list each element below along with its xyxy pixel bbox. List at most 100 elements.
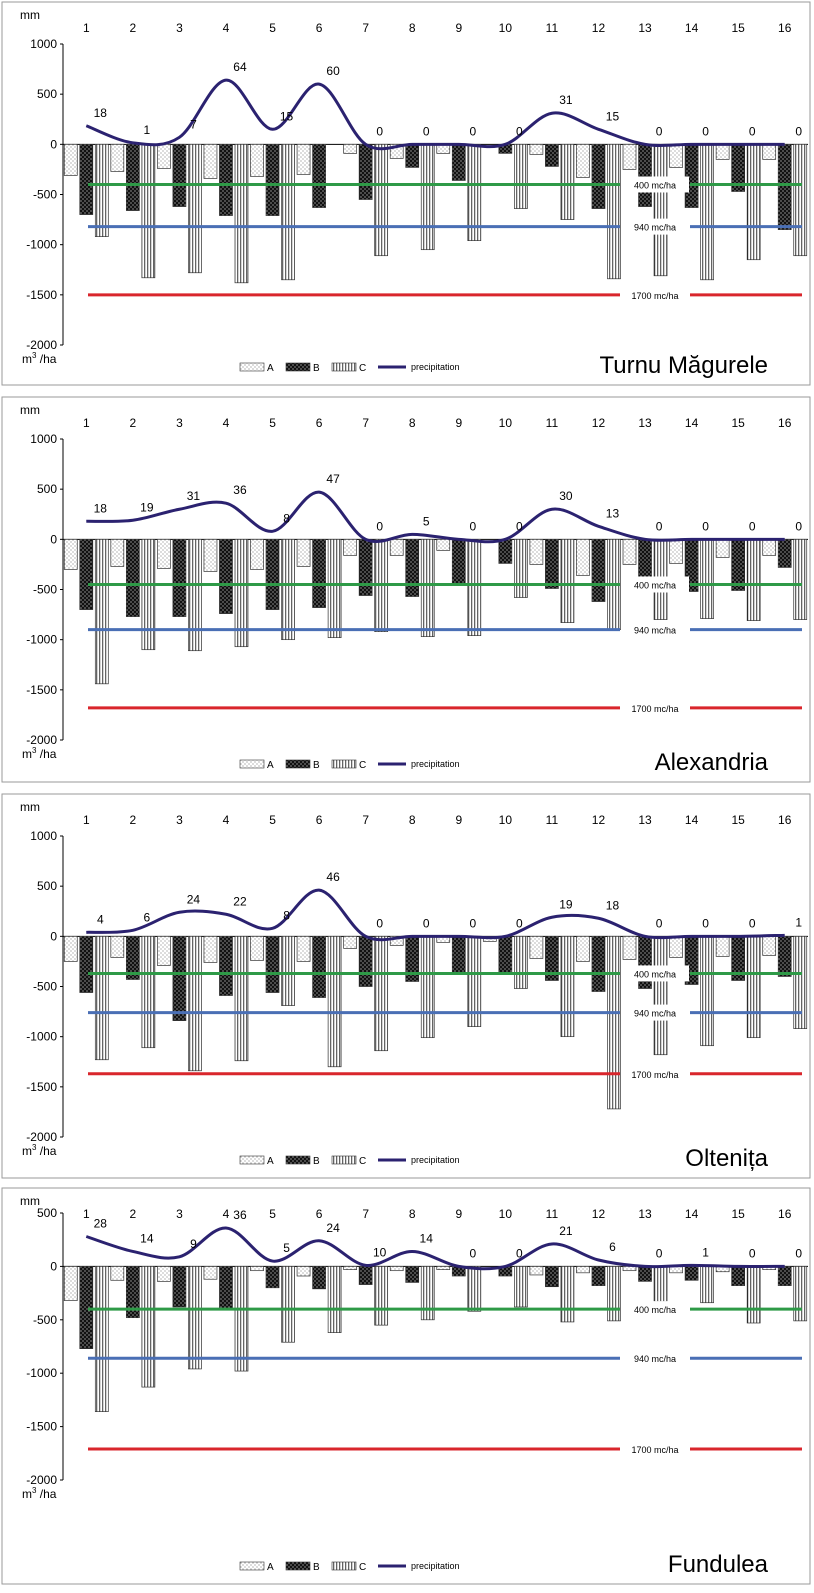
category-label: 9 [455,1207,462,1221]
y-axis-unit-bottom: m3 /ha [22,351,57,366]
threshold-label: 940 mc/ha [634,626,676,636]
category-label: 8 [409,813,416,827]
bar-b [172,143,187,207]
bar-b [219,1266,233,1310]
bar-c [327,538,342,639]
precipitation-label: 6 [609,1240,616,1254]
bar-b [358,1266,373,1285]
y-tick-label: -500 [33,1313,57,1327]
y-tick-label: 0 [50,929,57,943]
legend-label: precipitation [411,759,460,769]
precipitation-label: 0 [423,916,430,930]
category-label: 6 [316,21,323,35]
category-label: 5 [269,21,276,35]
y-tick-label: -2000 [26,338,57,352]
bar-c [420,538,435,638]
bar-c [234,935,249,1062]
precipitation-label: 0 [656,124,663,138]
precipitation-label: 8 [283,511,290,525]
category-label: 15 [731,813,745,827]
bar-a [576,143,590,178]
y-tick-label: 1000 [30,432,57,446]
bar-b [125,538,140,617]
y-tick-label: -2000 [26,1473,57,1487]
bar-a [762,538,777,556]
precipitation-label: 6 [144,910,151,924]
bar-a [63,935,78,962]
bar-b [312,143,326,208]
station-title: Oltenița [685,1145,768,1172]
threshold-label-bg [621,621,689,638]
category-label: 11 [546,21,559,35]
threshold-label-bg [621,286,689,303]
bar-a [203,1266,218,1280]
bar-b [777,1266,792,1286]
precipitation-label: 22 [233,894,247,908]
precipitation-label: 36 [233,1208,247,1222]
category-label: 6 [316,1207,323,1221]
bar-c [700,1266,714,1304]
category-label: 8 [409,21,416,35]
category-label: 5 [269,1207,276,1221]
bar-c [327,1266,342,1333]
legend-label: A [267,1562,274,1573]
bar-b [591,935,606,992]
bar-b [684,1266,699,1281]
threshold-label: 940 mc/ha [634,223,676,233]
bar-c [420,935,435,1039]
y-tick-label: -2000 [26,733,57,747]
bar-a [296,935,311,962]
bar-b [545,935,559,981]
category-label: 8 [409,1207,416,1221]
precipitation-label: 0 [516,124,523,138]
precipitation-label: 60 [326,64,340,78]
bar-c [141,1266,156,1388]
bar-b [545,143,559,167]
bar-b [265,1266,280,1289]
bar-c [281,538,295,641]
bar-a [157,1266,171,1282]
precipitation-label: 31 [187,489,201,503]
precipitation-label: 15 [606,109,620,123]
precipitation-label: 0 [516,916,523,930]
bar-c [281,143,295,281]
bar-a [622,935,637,960]
bar-c [467,538,482,637]
bar-b [312,538,326,608]
y-axis-unit-bottom: m3 /ha [22,1143,57,1158]
legend-swatch-b [285,1561,311,1571]
precipitation-label: 4 [97,912,104,926]
precipitation-label: 0 [516,1246,523,1260]
bar-b [358,935,373,987]
precipitation-label: 0 [656,916,663,930]
category-label: 1 [83,1207,90,1221]
category-label: 11 [546,1207,559,1221]
bar-a [343,1266,357,1270]
precipitation-label: 0 [469,519,476,533]
bar-a [389,1266,404,1272]
bar-c [514,935,528,989]
category-label: 16 [778,813,792,827]
y-tick-label: 500 [37,482,57,496]
bar-a [762,935,777,956]
bar-a [343,935,357,949]
legend-swatch-c [331,362,357,372]
precipitation-label: 15 [280,109,294,123]
precipitation-label: 18 [94,501,108,515]
bar-c [188,143,202,274]
bar-a [669,538,683,564]
station-title: Turnu Măgurele [599,352,768,379]
bar-b [79,1266,94,1349]
threshold-label-bg [621,965,689,982]
precipitation-label: 0 [702,519,709,533]
legend-label: C [359,760,366,771]
precipitation-line [85,78,785,151]
category-label: 3 [176,1207,183,1221]
legend-swatch-b [285,1155,311,1165]
bar-c [281,935,295,1006]
bar-c [560,143,575,220]
bar-c [514,1266,528,1308]
legend-label: A [267,760,274,771]
bar-c [374,935,389,1052]
bar-a [250,143,264,177]
